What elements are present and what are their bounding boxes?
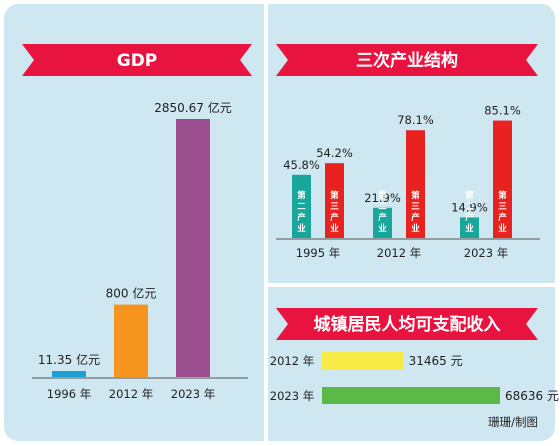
structure-tick-label-0: 1995 年 [296,246,340,260]
income-title: 城镇居民人均可支配收入 [314,314,501,335]
income-year-label-0: 2012 年 [270,354,314,368]
gdp-bar-2 [176,119,210,377]
income-chart: 城镇居民人均可支配收入 2012 年 31465 元 2023 年 68636 元 [270,308,559,404]
structure-tick-label-1: 2012 年 [377,246,421,260]
tertiary-series-label-2-char-2: 产 [498,212,507,223]
secondary-bar-2 [460,217,479,238]
tertiary-value-label-1: 78.1% [397,113,434,127]
tertiary-series-label-0-char-0: 第 [330,190,339,201]
tertiary-series-label-2-char-1: 三 [498,202,507,212]
secondary-series-label-0-char-0: 第 [297,190,306,201]
tertiary-series-label-0-char-2: 产 [330,212,339,223]
tertiary-series-label-1-char-3: 业 [411,223,420,234]
tertiary-series-label-0-char-3: 业 [330,223,339,234]
tertiary-series-label-2-char-3: 业 [498,223,507,234]
gdp-chart: GDP 1996 年 2012 年 2023 年 11.35 亿元 800 亿元 285… [22,44,252,401]
income-banner [276,308,538,340]
tertiary-series-label-1-char-0: 第 [411,190,420,201]
secondary-series-label-1-char-3: 业 [378,223,387,234]
gdp-value-label-2: 2850.67 亿元 [154,100,231,115]
secondary-value-label-2: 14.9% [451,200,488,214]
tertiary-value-label-0: 54.2% [316,146,353,160]
gdp-banner [22,44,252,76]
tertiary-bar-2 [493,120,512,238]
gdp-tick-label-0: 1996 年 [47,387,91,401]
secondary-series-label-1-char-0: 第 [378,190,387,201]
structure-title: 三次产业结构 [356,50,458,71]
income-bar-1 [322,387,500,404]
secondary-series-label-2-char-1: 二 [465,202,474,212]
income-bar-0 [322,352,404,369]
secondary-series-label-0-char-3: 业 [297,223,306,234]
tertiary-series-label-1-char-1: 三 [411,202,420,212]
gdp-value-label-0: 11.35 亿元 [38,352,100,367]
tertiary-series-label-0-char-1: 三 [330,202,339,212]
structure-tick-label-2: 2023 年 [464,246,508,260]
secondary-bar-1 [373,207,392,238]
vertical-divider [264,4,268,441]
tertiary-value-label-2: 85.1% [484,104,521,118]
secondary-series-label-2-char-0: 第 [465,190,474,201]
income-year-label-1: 2023 年 [270,389,314,403]
gdp-bar-0 [52,371,86,377]
secondary-series-label-1-char-1: 二 [378,202,387,212]
secondary-series-label-0-char-1: 二 [297,202,306,212]
structure-banner [276,44,538,76]
secondary-value-label-1: 21.9% [364,191,401,205]
gdp-value-label-1: 800 亿元 [106,286,157,301]
tertiary-bar-1 [406,130,425,238]
gdp-tick-label-1: 2012 年 [109,387,153,401]
secondary-series-label-2-char-3: 业 [465,223,474,234]
horizontal-divider [268,283,555,287]
secondary-bar-0 [292,174,311,238]
secondary-series-label-0-char-2: 产 [297,212,306,223]
secondary-series-label-1-char-2: 产 [378,212,387,223]
income-value-label-0: 31465 元 [409,354,463,368]
gdp-tick-label-2: 2023 年 [171,387,215,401]
income-value-label-1: 68636 元 [505,389,559,403]
tertiary-series-label-2-char-0: 第 [498,190,507,201]
credit-text: 珊珊/制图 [488,415,538,429]
gdp-title: GDP [117,51,158,71]
secondary-value-label-0: 45.8% [283,158,320,172]
gdp-bar-1 [114,304,148,377]
secondary-series-label-2-char-2: 产 [465,212,474,223]
tertiary-series-label-1-char-2: 产 [411,212,420,223]
tertiary-bar-0 [325,163,344,238]
